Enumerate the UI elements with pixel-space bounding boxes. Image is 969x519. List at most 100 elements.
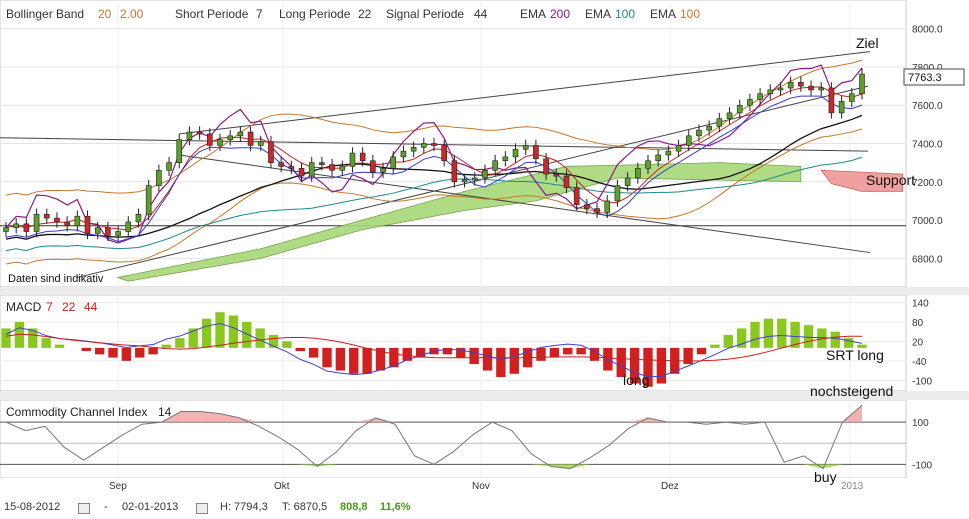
macd-bar <box>1 328 11 348</box>
candle-body <box>421 143 427 148</box>
macd-bar <box>643 347 653 387</box>
candle-body <box>33 213 40 232</box>
macd-y-tick-label: 140 <box>912 298 929 309</box>
candle-body <box>553 173 560 177</box>
cci-title: Commodity Channel Index 14 <box>6 405 172 419</box>
candle-body <box>186 131 193 140</box>
macd-bar <box>268 334 279 348</box>
candle-body <box>767 89 774 95</box>
y-tick-label: 7400.0 <box>912 140 943 151</box>
y-tick-label: 7600.0 <box>912 101 943 112</box>
annotation-support: Support <box>866 172 915 188</box>
macd-bar <box>135 347 145 358</box>
legend-short-label: Short Periode <box>175 7 249 21</box>
macd-bar <box>175 338 185 348</box>
cci-title-text: Commodity Channel Index <box>6 405 147 419</box>
candle-body <box>115 231 121 236</box>
candle-body <box>441 145 447 162</box>
candle-body <box>105 227 111 236</box>
candle-body <box>747 99 753 106</box>
candle-body <box>288 166 295 169</box>
legend-ema1-val: 200 <box>550 7 570 21</box>
cci-oversold-fill <box>297 464 318 467</box>
legend-ema3-label: EMA <box>650 7 676 21</box>
candle-body <box>849 93 855 102</box>
candle-body <box>736 104 743 114</box>
x-tick-label: Dez <box>661 481 679 492</box>
cci-oversold-fill <box>531 464 551 467</box>
candle-body <box>207 133 213 146</box>
candle-body <box>706 125 712 131</box>
candle-body <box>380 168 386 173</box>
cci-oversold-fill <box>823 464 843 469</box>
macd-title: MACD 7 22 44 <box>6 300 98 314</box>
macd-bar <box>857 344 867 348</box>
legend-bollinger-p2: 2.00 <box>120 7 144 21</box>
macd-bar <box>482 347 493 371</box>
macd-bar <box>509 347 519 374</box>
candle-body <box>308 162 315 177</box>
footer-from: 15-08-2012 <box>4 501 61 513</box>
candle-body <box>298 168 305 177</box>
macd-bar <box>255 328 265 348</box>
last-price-label: 7763.3 <box>908 72 942 84</box>
macd-bar <box>81 347 91 352</box>
candle-body <box>573 187 580 206</box>
macd-bar <box>148 347 158 355</box>
black-ma-line <box>5 114 863 240</box>
macd-bar <box>228 315 239 348</box>
x-tick-label: Nov <box>472 481 490 492</box>
candle-body <box>54 217 60 223</box>
candle-body <box>808 85 814 91</box>
macd-bar <box>456 347 466 358</box>
cci-y-tick-label: 100 <box>912 418 929 429</box>
y-tick-label: 8000.0 <box>912 25 943 36</box>
macd-bar <box>830 331 840 348</box>
macd-bar <box>121 347 132 361</box>
macd-bar <box>803 325 814 348</box>
macd-bar <box>710 344 720 348</box>
macd-bar <box>41 338 51 348</box>
candle-body <box>410 147 417 152</box>
candle-body <box>696 129 702 137</box>
cci-y-tick-label: -100 <box>912 460 932 471</box>
candle-body <box>726 112 733 119</box>
candle-body <box>227 135 233 140</box>
macd-bar <box>576 347 586 355</box>
macd-bar <box>242 321 252 348</box>
footer-bar: 15-08-2012 - 02-01-2013 H: 7794,3 T: 687… <box>0 498 969 514</box>
macd-bar <box>349 347 359 374</box>
macd-bar <box>683 347 693 365</box>
candle-body <box>635 168 641 179</box>
candle-body <box>471 177 478 181</box>
macd-bar <box>94 347 105 355</box>
legend: Bollinger Band 20 2.00 Short Periode 7 L… <box>6 7 700 21</box>
candle-body <box>584 204 590 209</box>
candle-body <box>716 118 723 127</box>
macd-bar <box>322 347 332 368</box>
candle-body <box>237 131 244 137</box>
macd-bar <box>389 347 399 368</box>
y-tick-label: 7800.0 <box>912 63 943 74</box>
macd-bar <box>723 334 733 348</box>
macd-p3: 44 <box>84 300 98 314</box>
macd-bar <box>188 328 198 348</box>
macd-y-tick-label: 80 <box>912 318 924 329</box>
macd-bar <box>496 347 506 378</box>
macd-y-tick-label: -100 <box>912 376 932 387</box>
cci-overbought-fill <box>239 417 259 423</box>
macd-bar <box>469 347 479 365</box>
footer-sep: - <box>104 501 108 513</box>
legend-bollinger-label: Bollinger Band <box>6 7 84 21</box>
candle-body <box>176 139 183 163</box>
candle-body <box>522 145 529 150</box>
macd-y-tick-label: 20 <box>912 337 924 348</box>
macd-bar <box>696 347 707 355</box>
candle-body <box>787 81 794 89</box>
candle-body <box>84 215 91 234</box>
macd-bar <box>161 344 172 348</box>
footer-to: 02-01-2013 <box>122 501 179 513</box>
legend-long-label: Long Periode <box>279 7 351 21</box>
legend-ema2-val: 100 <box>615 7 635 21</box>
